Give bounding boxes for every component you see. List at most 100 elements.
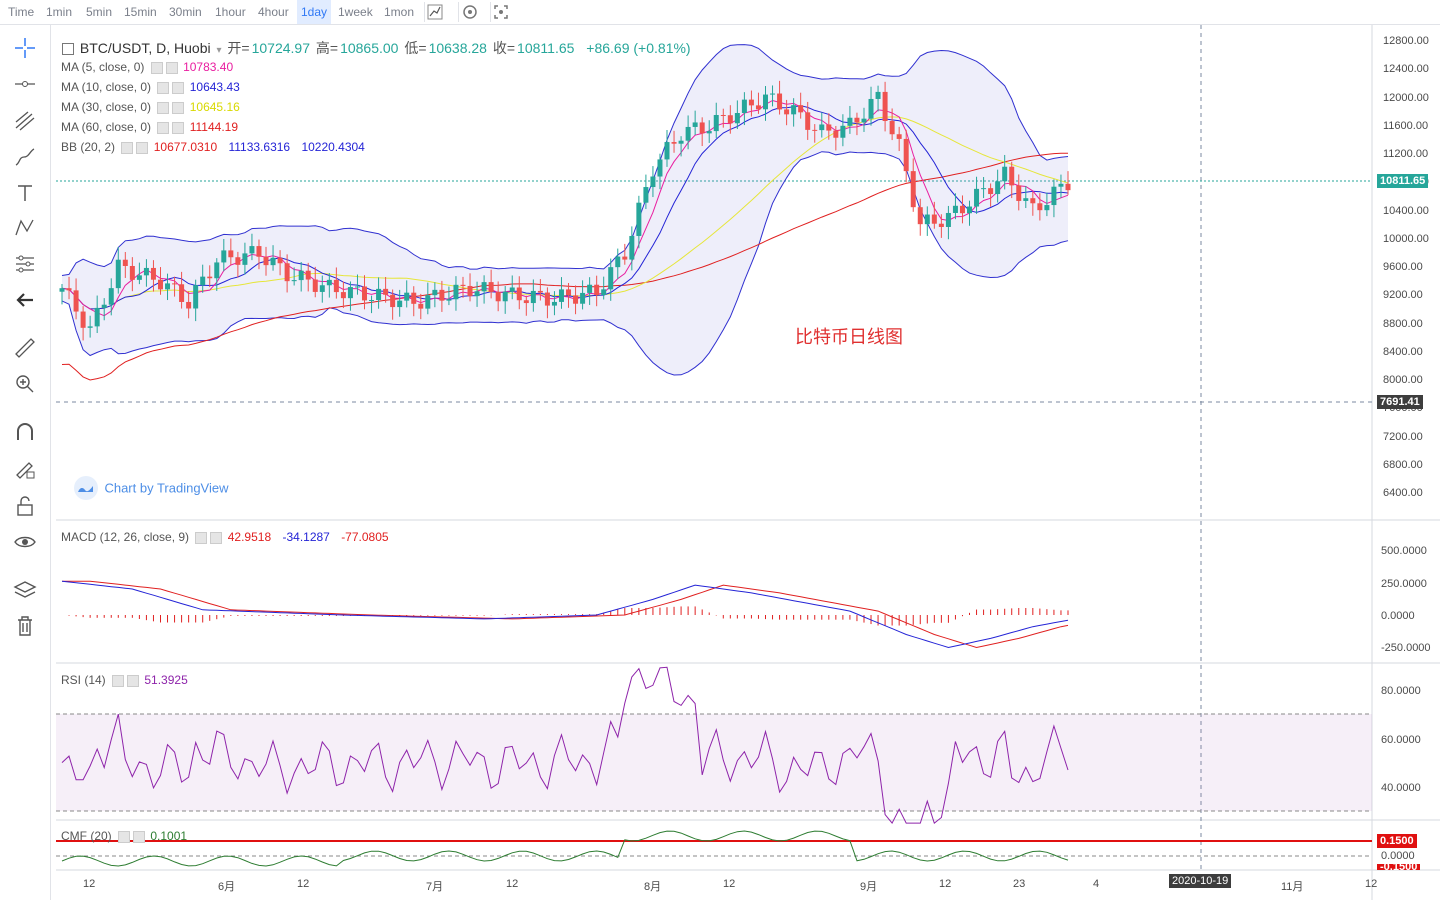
pattern-icon[interactable] <box>12 215 38 241</box>
brush-icon[interactable] <box>12 145 38 171</box>
crosshair-icon[interactable] <box>12 35 38 61</box>
bb-settings-icon[interactable] <box>121 141 134 154</box>
rsi-settings-icon[interactable] <box>112 674 125 687</box>
ma5-close-icon[interactable] <box>165 61 178 74</box>
tf-1min[interactable]: 1min <box>46 5 73 19</box>
cmf-value: 0.1001 <box>150 829 188 843</box>
ma10-legend[interactable]: MA (10, close, 0) 10643.43 <box>61 80 242 94</box>
rsi-line <box>61 666 1069 825</box>
bollinger-upper-line <box>61 44 1069 276</box>
candle-body <box>847 117 853 126</box>
trash-icon[interactable] <box>12 613 38 639</box>
ma5-legend[interactable]: MA (5, close, 0) 10783.40 <box>61 60 235 74</box>
bb-close-icon[interactable] <box>136 141 149 154</box>
time-axis-label: 12 <box>83 878 96 890</box>
candle-body <box>143 267 149 276</box>
tf-5min[interactable]: 5min <box>86 5 113 19</box>
symbol-dropdown-icon[interactable]: ▾ <box>216 45 222 56</box>
pitchfork-icon[interactable] <box>12 108 38 134</box>
cmf-settings-icon[interactable] <box>118 830 131 843</box>
candle-body <box>340 292 346 299</box>
rsi-legend[interactable]: RSI (14) 51.3925 <box>61 673 190 687</box>
candle-body <box>713 114 719 132</box>
ma60-close-icon[interactable] <box>172 121 185 134</box>
collapse-icon[interactable] <box>62 43 74 56</box>
candle-body <box>228 250 234 258</box>
tf-30min[interactable]: 30min <box>169 5 202 19</box>
tf-1mon[interactable]: 1mon <box>384 5 415 19</box>
cmf-legend[interactable]: CMF (20) 0.1001 <box>61 829 189 843</box>
candle-body <box>186 301 192 309</box>
tf-1hour[interactable]: 1hour <box>215 5 246 19</box>
candle-body <box>242 253 248 265</box>
rsi-band-fill <box>56 714 1372 811</box>
candle-body <box>1037 203 1043 211</box>
chart-annotation[interactable]: 比特币日线图 <box>795 327 903 347</box>
time-axis-label: 12 <box>1365 878 1378 890</box>
layers-icon[interactable] <box>12 577 38 603</box>
candle-body <box>291 280 297 282</box>
macd-axis-label: 0.0000 <box>1381 610 1415 622</box>
settings-gear-icon[interactable] <box>458 2 479 22</box>
eye-icon[interactable] <box>12 529 38 555</box>
unlock-icon[interactable] <box>12 493 38 519</box>
text-icon[interactable] <box>12 180 38 206</box>
candle-body <box>1030 198 1036 204</box>
candle-body <box>974 188 980 207</box>
candle-body <box>854 117 860 123</box>
ma10-close-icon[interactable] <box>172 81 185 94</box>
candle-body <box>284 263 290 282</box>
magnet-icon[interactable] <box>12 420 38 446</box>
tradingview-branding[interactable]: Chart by TradingView <box>72 476 229 502</box>
price-axis-label: 12000.00 <box>1383 91 1429 104</box>
cmf-close-icon[interactable] <box>133 830 146 843</box>
rsi-close-icon[interactable] <box>127 674 140 687</box>
price-axis-label: 10400.00 <box>1383 204 1429 217</box>
candle-body <box>467 285 473 297</box>
ma30-settings-icon[interactable] <box>157 101 170 114</box>
ma5-value: 10783.40 <box>183 60 234 74</box>
zoom-in-icon[interactable] <box>12 371 38 397</box>
macd-close-icon[interactable] <box>210 531 223 544</box>
tf-1day[interactable]: 1day <box>297 0 332 24</box>
trendline-icon[interactable] <box>12 71 38 97</box>
prediction-icon[interactable] <box>12 251 38 277</box>
screenshot-icon[interactable] <box>490 2 511 22</box>
tf-4hour[interactable]: 4hour <box>258 5 289 19</box>
candle-body <box>931 214 937 224</box>
time-axis-label: 4 <box>1093 878 1100 890</box>
candle-body <box>664 142 670 160</box>
ma10-settings-icon[interactable] <box>157 81 170 94</box>
symbol-title[interactable]: BTC/USDT, D, Huobi <box>79 40 211 56</box>
macd-legend[interactable]: MACD (12, 26, close, 9) 42.9518 -34.1287… <box>61 530 391 544</box>
ma5-settings-icon[interactable] <box>150 61 163 74</box>
candle-body <box>235 257 241 265</box>
ruler-icon[interactable] <box>12 335 38 361</box>
cmf-line <box>61 830 1069 867</box>
candle-body <box>376 288 382 301</box>
candle-body <box>777 93 783 110</box>
back-arrow-icon[interactable] <box>12 287 38 313</box>
macd-axis-label: 500.0000 <box>1381 545 1427 557</box>
candle-body <box>636 202 642 236</box>
tf-15min[interactable]: 15min <box>124 5 157 19</box>
cmf-zero-label: 0.0000 <box>1381 850 1415 862</box>
tf-1week[interactable]: 1week <box>338 5 373 19</box>
ma60-settings-icon[interactable] <box>157 121 170 134</box>
ma60-legend[interactable]: MA (60, close, 0) 11144.19 <box>61 120 240 134</box>
ma10-value: 10643.43 <box>189 80 240 94</box>
lock-drawing-icon[interactable] <box>12 455 38 481</box>
tf-time[interactable]: Time <box>8 5 35 19</box>
candle-body <box>819 124 825 131</box>
macd-label: MACD (12, 26, close, 9) <box>61 530 190 544</box>
ma5-line <box>61 99 1069 317</box>
chart-type-icon[interactable] <box>424 2 445 22</box>
tradingview-cloud-icon <box>74 476 98 500</box>
macd-settings-icon[interactable] <box>195 531 208 544</box>
ma30-legend[interactable]: MA (30, close, 0) 10645.16 <box>61 100 242 114</box>
candle-body <box>755 105 761 110</box>
ma30-close-icon[interactable] <box>172 101 185 114</box>
bb-legend[interactable]: BB (20, 2) 10677.0310 11133.6316 10220.4… <box>61 140 367 154</box>
candle-body <box>629 235 635 260</box>
